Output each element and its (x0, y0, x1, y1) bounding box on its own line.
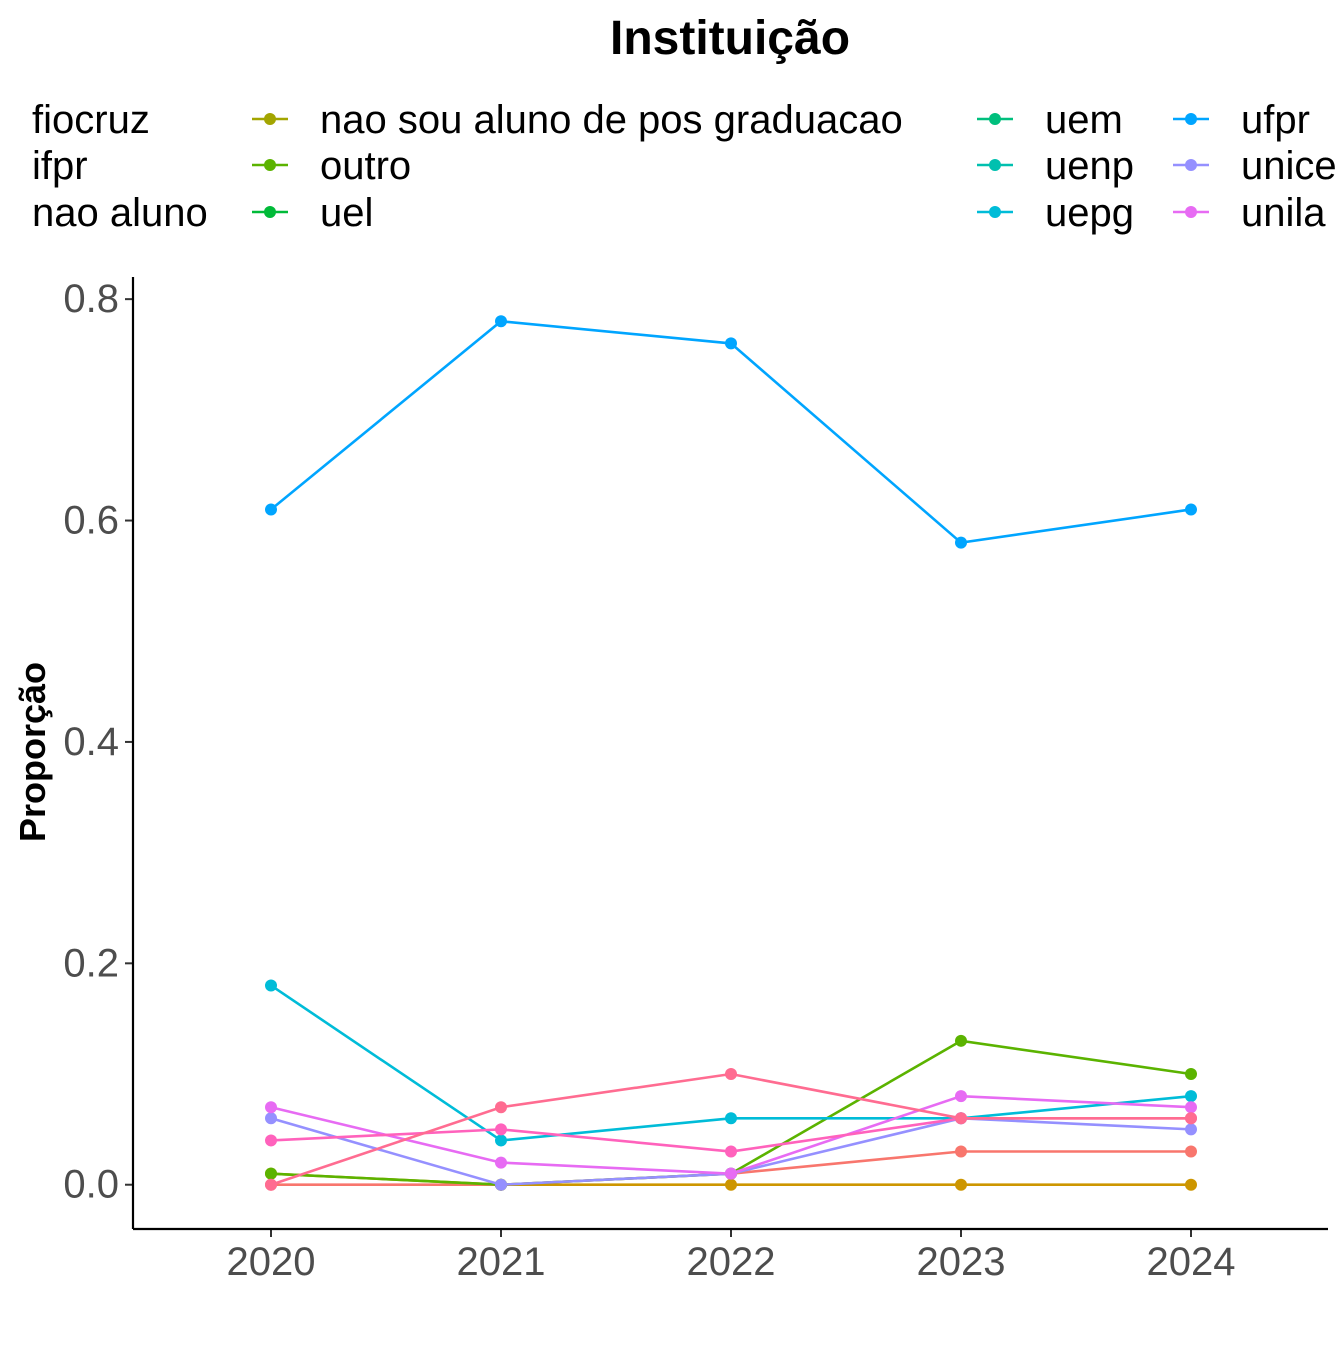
data-point (495, 1178, 507, 1191)
y-tick-label: 0.4 (63, 720, 119, 764)
legend-label: unila (1241, 191, 1326, 235)
data-point (1185, 1145, 1197, 1158)
legend-key-point (1185, 159, 1197, 171)
data-point (955, 1034, 967, 1047)
data-point (265, 1178, 277, 1191)
x-axis: 2020 2021 2022 2023 2024 (227, 1229, 1236, 1284)
y-tick-label: 0.2 (63, 941, 119, 985)
y-axis-label: Proporção (12, 662, 53, 842)
data-point (955, 1178, 967, 1191)
data-point (495, 1123, 507, 1136)
data-point (1185, 503, 1197, 516)
legend-key-point (1185, 113, 1197, 125)
legend-label: unice (1241, 144, 1337, 188)
series-4 (265, 315, 1197, 549)
y-tick-label: 0.0 (63, 1163, 119, 1207)
legend-key-point (264, 159, 276, 171)
legend-label: ufpr (1241, 98, 1310, 142)
data-point (495, 1134, 507, 1147)
y-tick-label: 0.8 (63, 277, 119, 321)
legend-label: uenp (1045, 144, 1134, 188)
data-point (725, 337, 737, 350)
data-point (955, 1145, 967, 1158)
legend-key-point (989, 159, 1001, 171)
legend-label: uel (320, 191, 373, 235)
series-3 (265, 979, 1197, 1147)
series-6 (265, 1090, 1197, 1180)
data-point (1185, 1068, 1197, 1081)
legend-label: nao sou aluno de pos graduacao (320, 98, 903, 142)
chart-title: Instituição (610, 12, 850, 65)
data-point (725, 1112, 737, 1125)
legend-key-point (989, 113, 1001, 125)
data-point (265, 979, 277, 992)
legend-key-point (1185, 206, 1197, 218)
data-point (725, 1167, 737, 1180)
data-point (265, 1112, 277, 1125)
data-point (265, 1101, 277, 1114)
x-tick-label: 2022 (687, 1240, 776, 1284)
data-point (955, 1090, 967, 1103)
data-point (495, 315, 507, 328)
data-point (725, 1178, 737, 1191)
data-point (725, 1068, 737, 1081)
data-point (495, 1156, 507, 1169)
plot-area (265, 315, 1197, 1191)
series-line (270, 319, 1192, 545)
legend-label: fiocruz (32, 98, 150, 142)
data-point (1185, 1178, 1197, 1191)
data-point (725, 1145, 737, 1158)
x-tick-label: 2023 (917, 1240, 1006, 1284)
legend-label: outro (320, 144, 411, 188)
legend-key-point (264, 113, 276, 125)
x-tick-label: 2021 (457, 1240, 546, 1284)
series-8 (265, 1068, 1197, 1191)
data-point (265, 1134, 277, 1147)
data-point (1185, 1123, 1197, 1136)
legend-label: nao aluno (32, 191, 208, 235)
data-point (265, 503, 277, 516)
data-point (265, 1167, 277, 1180)
x-tick-label: 2020 (227, 1240, 316, 1284)
data-point (1185, 1090, 1197, 1103)
y-tick-label: 0.6 (63, 499, 119, 543)
x-tick-label: 2024 (1147, 1240, 1236, 1284)
data-point (955, 1112, 967, 1125)
data-point (1185, 1101, 1197, 1114)
legend-key-point (264, 206, 276, 218)
legend-label: ifpr (32, 144, 88, 188)
y-axis: 0.0 0.2 0.4 0.6 0.8 (63, 277, 133, 1207)
legend-key-point (989, 206, 1001, 218)
legend-label: uem (1045, 98, 1123, 142)
data-point (1185, 1112, 1197, 1125)
data-point (495, 1101, 507, 1114)
data-point (955, 536, 967, 549)
legend-label: uepg (1045, 191, 1134, 235)
